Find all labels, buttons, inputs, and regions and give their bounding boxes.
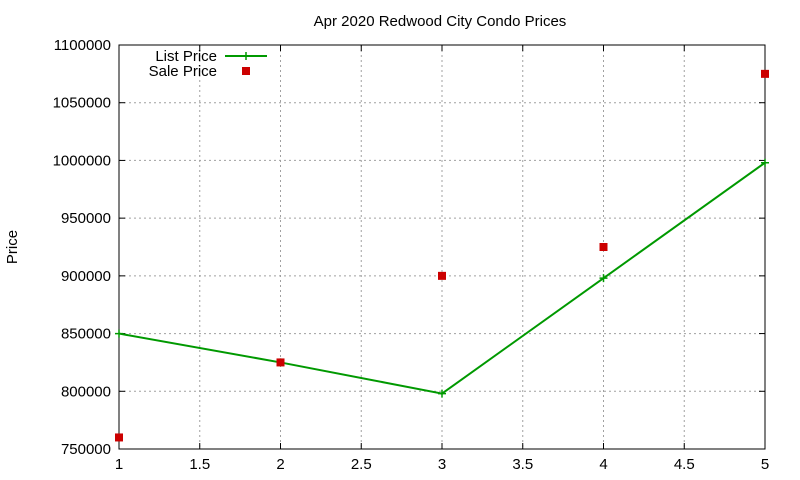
legend-label-sale-price: Sale Price — [149, 63, 217, 80]
x-tick-label: 4 — [599, 456, 607, 473]
legend: List Price Sale Price — [149, 48, 267, 80]
x-tick-label: 2 — [276, 456, 284, 473]
sale-price-point — [276, 358, 285, 367]
sale-price-point — [761, 69, 769, 78]
y-tick-label: 1100000 — [54, 37, 111, 54]
list-price-point — [115, 329, 123, 338]
grid — [119, 45, 765, 449]
y-tick-label: 800000 — [61, 383, 111, 400]
y-tick-label: 1050000 — [53, 95, 111, 112]
x-tick-label: 3.5 — [512, 456, 533, 473]
y-axis-title: Price — [4, 230, 21, 264]
x-tick-label: 4.5 — [674, 456, 695, 473]
list-price-point — [438, 389, 446, 398]
legend-marker-sale-price — [242, 67, 250, 75]
sale-price-point — [115, 433, 123, 442]
y-tick-label: 750000 — [61, 441, 111, 458]
legend-label-list-price: List Price — [155, 48, 217, 65]
chart-title: Apr 2020 Redwood City Condo Prices — [314, 13, 567, 30]
y-tick-label: 850000 — [61, 326, 111, 343]
legend-marker-list-price — [242, 52, 250, 60]
x-tick-label: 1 — [115, 456, 123, 473]
ticks: 1 1.5 2 2.5 3 3.5 4 4.5 5 750000 800000 850000 90000… — [53, 37, 770, 473]
sale-price-point — [599, 243, 608, 251]
sale-price-point — [438, 271, 446, 280]
y-tick-label: 1000000 — [53, 152, 111, 169]
x-tick-label: 1.5 — [189, 456, 210, 473]
list-price-point — [599, 274, 608, 283]
series-layer — [115, 69, 769, 442]
x-tick-label: 3 — [438, 456, 446, 473]
y-tick-label: 950000 — [61, 210, 111, 227]
y-tick-label: 900000 — [61, 268, 111, 285]
list-price-point — [761, 158, 769, 167]
x-tick-label: 2.5 — [351, 456, 372, 473]
x-tick-label: 5 — [761, 456, 769, 473]
